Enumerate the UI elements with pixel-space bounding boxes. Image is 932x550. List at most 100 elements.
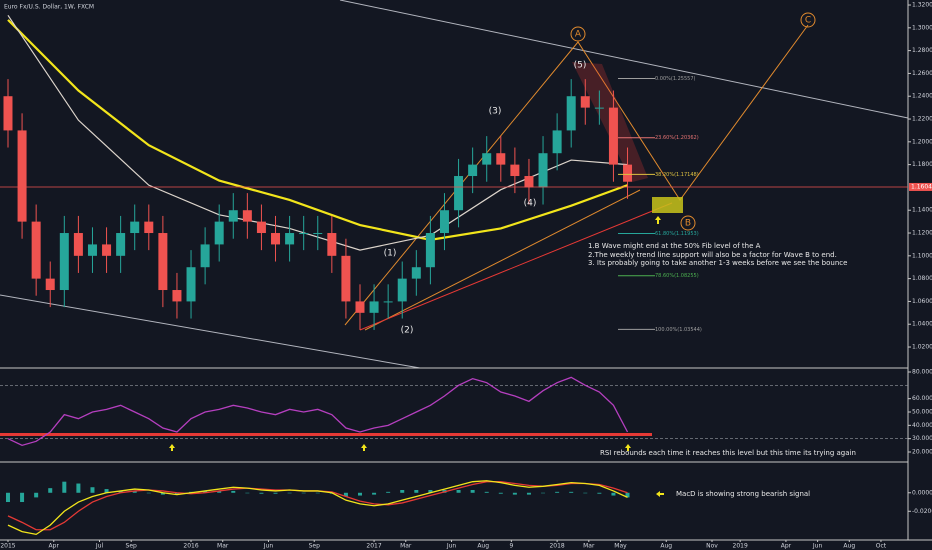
y-tick-label: 50.0000 [912,409,932,416]
macd-histogram-bar [597,492,602,494]
y-tick-label: 60.0000 [912,395,932,402]
candle-body [439,210,449,234]
candle-body [73,233,83,256]
macd-histogram-bar [160,492,165,495]
target-zone [652,197,683,213]
x-tick-label: Jun [446,543,457,550]
arrow [655,216,661,224]
candle-body [411,267,421,279]
macd-histogram-bar [301,492,306,494]
y-tick-label: -0.0200 [912,508,932,515]
candle-body [552,130,562,154]
y-tick-label: 1.12000 [912,230,932,237]
wave-label: C [805,16,811,26]
macd-histogram-bar [372,492,377,495]
fib-label: 78.60%(1.08255) [655,273,699,279]
macd-histogram-bar [625,492,630,498]
candle-body [200,244,210,268]
x-tick-label: May [614,543,627,550]
candle-body [256,221,266,234]
macd-histogram-bar [611,492,616,496]
macd-histogram-bar [400,490,405,493]
candle-body [299,233,309,235]
candle-body [214,221,224,245]
rsi-note: RSI rebounds each time it reaches this l… [600,449,856,457]
candle-body [468,164,478,177]
macd-histogram-bar [428,490,433,493]
macd-histogram-bar [76,483,81,493]
y-tick-label: 1.32000 [912,2,932,9]
macd-histogram-bar [555,491,560,493]
trend-support [359,202,673,331]
candle-body [116,233,126,256]
rsi-line [7,376,629,447]
candle-body [242,210,252,222]
wave-label: (1) [384,249,397,259]
candle-body [285,233,295,245]
wave-circle [800,12,816,28]
macd-histogram-bar [357,492,362,496]
macd-histogram-bar [90,487,95,493]
candle-body [17,130,27,222]
y-tick-label: 1.18000 [912,161,932,168]
candle-body [538,153,548,188]
x-tick-label: 2017 [366,543,381,550]
y-tick-label: 1.08000 [912,275,932,282]
fib-label: 61.80%(1.11953) [655,231,699,237]
macd-histogram-bar [34,492,39,498]
fib-label: 38.20%(1.17148) [655,172,699,178]
candle-body [608,107,618,165]
candle-body [172,290,182,302]
fib-label: 0.00%(1.25557) [655,76,696,82]
moving-average [7,19,628,241]
candle-body [144,221,154,234]
macd-histogram-bar [414,490,419,493]
macd-histogram-bar [48,488,53,493]
macd-histogram-bar [569,491,574,493]
macd-histogram-bar [118,490,123,493]
x-tick-label: Jun [263,543,274,550]
wave-label: B [685,219,691,229]
candle-body [397,278,407,302]
candle-body [580,96,590,108]
macd-histogram-bar [146,492,151,494]
macd-histogram-bar [470,490,475,493]
arrow [361,444,367,451]
wave-channel [364,189,641,331]
y-tick-label: 1.20000 [912,138,932,145]
candle-body [594,107,604,109]
moving-average [7,14,628,251]
candle-body [271,233,281,245]
candle-body [313,233,323,235]
macd-note: MacD is showing strong bearish signal [676,490,810,498]
wave-label: (4) [524,199,537,209]
note: 2.The weekly trend line support will als… [588,251,837,259]
candle-body [102,244,112,256]
macd-histogram-bar [526,492,531,495]
x-tick-label: Sep [126,543,138,550]
candle-body [186,267,196,302]
candle-body [130,221,140,234]
wave-circle [570,26,586,42]
macd-histogram-bar [259,492,264,494]
macd-histogram-bar [217,490,222,493]
x-tick-label: 9 [509,543,513,550]
candle-body [496,153,506,165]
fib-label: 23.60%(1.20362) [655,135,699,141]
chart-title: Euro Fx/U.S. Dollar, 1W, FXCM [4,4,94,11]
y-tick-label: 40.0000 [912,422,932,429]
candle-body [31,221,41,279]
macd-histogram-bar [315,492,320,494]
macd-histogram-bar [512,492,517,495]
x-tick-label: Jun [812,543,823,550]
candle-body [566,96,576,131]
x-tick-label: 2016 [183,543,198,550]
candle-body [341,255,351,302]
y-tick-label: 1.26000 [912,70,932,77]
candle-body [3,96,13,131]
candle-body [45,278,55,291]
y-tick-label: 1.06000 [912,298,932,305]
x-tick-label: Jul [95,543,104,550]
y-tick-label: 1.02000 [912,344,932,351]
